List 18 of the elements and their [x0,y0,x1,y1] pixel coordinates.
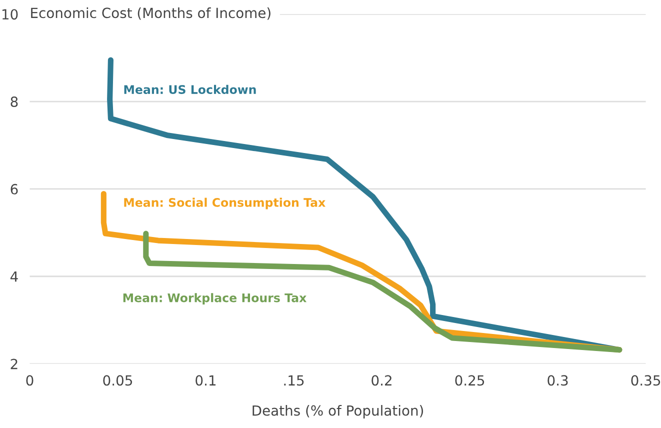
y-tick-label: 8 [10,96,18,108]
y-axis-title: Economic Cost (Months of Income) [31,7,270,20]
x-tick-label: 0.05 [103,375,132,386]
text: Mean: Workplace Hours Tax [123,293,307,305]
x-axis-title: Deaths (% of Population) [252,405,424,418]
series-label: Mean: US Lockdown [124,84,256,94]
x-tick-label: .15 [284,375,304,386]
x-tick-label: 0.25 [455,375,484,386]
x-tick-label: 0.3 [548,375,568,386]
y-tick-label: 6 [10,184,18,194]
x-tick-label: 0.2 [372,375,392,386]
y-tick-label: 10 [2,9,18,20]
series-label: Mean: Social Consumption Tax [124,198,326,210]
x-tick-label: 0 [26,375,34,386]
y-tick-label: 4 [10,272,18,282]
y-tick-label: 2 [10,358,18,370]
x-tick-label: 0.35 [631,375,660,386]
x-tick-label: 0.1 [196,375,216,386]
